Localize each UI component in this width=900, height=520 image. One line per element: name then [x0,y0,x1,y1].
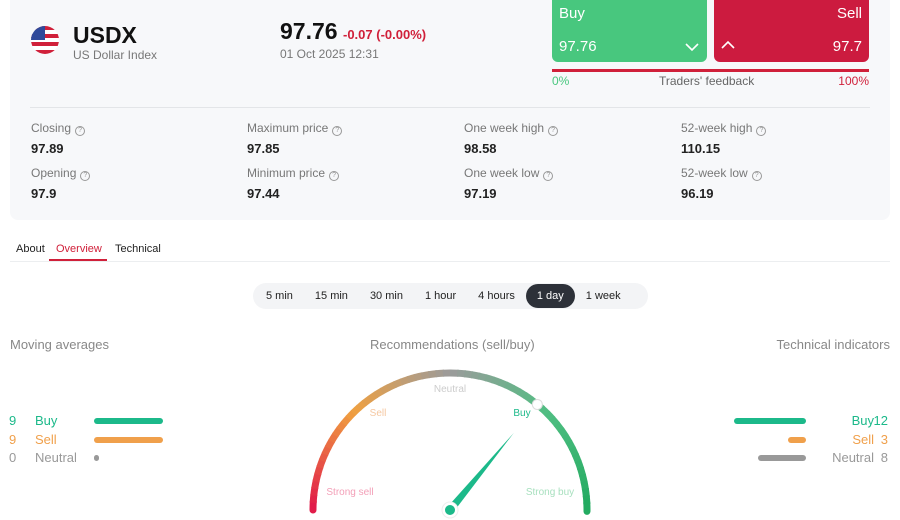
chevron-up-icon [721,40,735,49]
instrument-name: US Dollar Index [73,48,158,62]
stat-value: 97.89 [31,141,64,156]
sell-bar [94,436,163,443]
feedback-min: 0% [552,74,570,88]
sell-count: 9 [9,431,17,447]
stat-label-text: One week high [464,121,545,135]
timeframe-1-week[interactable]: 1 week [585,290,621,302]
gauge-title: Recommendations (sell/buy) [370,337,535,352]
price-change: -0.07 (-0.00%) [343,27,427,42]
help-icon[interactable]: ? [332,126,343,136]
sell-label: Sell [35,431,57,447]
stat-value: 96.19 [681,186,714,201]
traders-feedback-bar [552,69,869,72]
buy-price: 97.76 [559,38,597,55]
stat-label-text: Minimum price [247,166,326,180]
sell-label: Sell [836,5,862,22]
sell-bar [788,436,806,443]
buy-bar [734,418,806,424]
stat-label-text: Maximum price [247,121,329,135]
stat-label-text: 52-week low [681,166,748,180]
stat-label-text: 52-week high [681,121,753,135]
help-icon[interactable]: ? [756,126,767,136]
stat-label: Minimum price? [247,166,340,181]
divider [30,107,870,108]
stat-label: Opening? [31,166,91,181]
sell-button[interactable]: Sell 97.7 [714,0,869,62]
recommendation-gauge: Strong sell Sell Neutral Buy Strong buy [309,369,591,519]
gauge-label-neutral: Neutral [434,384,466,395]
timeframe-5-min[interactable]: 5 min [266,290,293,302]
stat-value: 98.58 [464,141,497,156]
gauge-marker [531,398,543,410]
sell-price: 97.7 [832,38,862,55]
neutral-label: Neutral [35,450,77,465]
timeframe-30-min[interactable]: 30 min [369,290,403,302]
stat-label: One week low? [464,166,554,181]
help-icon[interactable]: ? [751,171,762,181]
tab-technical[interactable]: Technical [115,243,161,255]
stat-label-text: Closing [31,121,72,135]
sell-label: Sell [852,431,874,447]
gauge-needle [446,432,514,513]
neutral-count: 0 [9,450,17,465]
feedback-max: 100% [838,74,869,88]
timeframe-1-hour[interactable]: 1 hour [424,290,457,302]
timeframe-selector: 5 min 15 min 30 min 1 hour 4 hours 1 day 1 wee… [253,283,648,309]
us-flag-icon [31,26,59,54]
stat-label-text: One week low [464,166,540,180]
gauge-label-sell: Sell [370,408,387,419]
tab-about[interactable]: About [16,243,45,255]
timeframe-15-min[interactable]: 15 min [314,290,348,302]
help-icon[interactable]: ? [80,171,91,181]
chevron-down-icon [685,43,699,52]
stat-label: Maximum price? [247,121,343,136]
neutral-bar [94,455,99,461]
buy-count: 9 [9,413,17,428]
help-icon[interactable]: ? [543,171,554,181]
gauge-label-strong-buy: Strong buy [526,487,574,498]
tab-overview[interactable]: Overview [56,243,102,255]
timeframe-1-day[interactable]: 1 day [525,284,575,308]
stat-value: 110.15 [681,141,721,156]
stat-label: One week high? [464,121,559,136]
moving-averages-title: Moving averages [10,337,109,352]
buy-label: Buy [559,5,585,22]
buy-count: 12 [873,413,888,428]
stat-label-text: Opening [31,166,77,180]
buy-label: Buy [35,413,58,428]
help-icon[interactable]: ? [548,126,559,136]
gauge-label-buy: Buy [513,408,530,419]
stat-label: Closing? [31,121,86,136]
stat-value: 97.9 [31,186,57,201]
buy-bar [94,418,163,424]
neutral-bar [758,455,806,461]
help-icon[interactable]: ? [75,126,86,136]
stat-value: 97.19 [464,186,497,201]
gauge-needle-center [445,505,455,515]
instrument-symbol: USDX [73,22,137,48]
help-icon[interactable]: ? [329,171,340,181]
technical-indicators-title: Technical indicators [776,337,890,352]
buy-label: Buy [851,413,874,428]
neutral-count: 8 [880,450,888,465]
stat-label: 52-week low? [681,166,762,181]
sell-count: 3 [880,431,888,447]
stat-value: 97.44 [247,186,280,201]
tab-divider [10,261,890,262]
stat-value: 97.85 [247,141,280,156]
neutral-label: Neutral [832,450,874,465]
active-tab-indicator [49,259,107,261]
gauge-label-strong-sell: Strong sell [326,487,373,498]
timeframe-4-hours[interactable]: 4 hours [478,290,515,302]
feedback-label: Traders' feedback [659,74,755,88]
buy-button[interactable]: Buy 97.76 [552,0,707,62]
stat-label: 52-week high? [681,121,767,136]
current-price: 97.76 [280,18,338,44]
price-datetime: 01 Oct 2025 12:31 [280,47,379,61]
